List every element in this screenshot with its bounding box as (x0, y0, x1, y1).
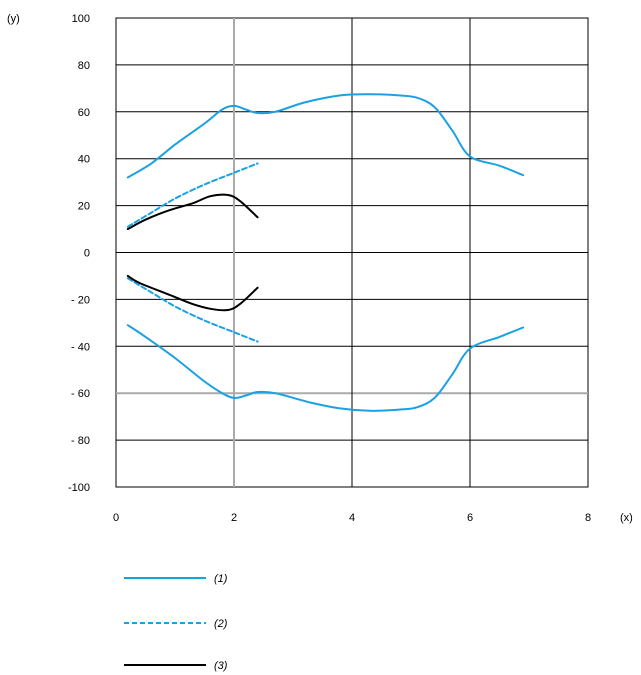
grid-layer (115, 17, 589, 488)
legend-label-2: (2) (214, 618, 228, 630)
legend: (1) (2) (3) (124, 573, 228, 672)
series-layer (126, 93, 525, 412)
x-tick-label: 2 (231, 512, 237, 524)
series-2-upper-line (126, 162, 259, 228)
y-tick-label: 80 (78, 60, 90, 72)
y-tick-label: -100 (68, 482, 90, 494)
y-tick-label: 0 (84, 248, 90, 260)
x-tick-label: 6 (467, 512, 473, 524)
y-tick-label: 100 (72, 13, 90, 25)
x-tick-label: 8 (585, 512, 591, 524)
series-1-upper-line (126, 93, 525, 179)
y-tick-label: 40 (78, 154, 90, 166)
y-tick-label: - 40 (71, 341, 90, 353)
legend-label-3: (3) (214, 660, 228, 672)
y-axis-label: (y) (7, 13, 20, 25)
y-tick-label: - 20 (71, 294, 90, 306)
series-3-lower-line (126, 274, 259, 312)
ticks-layer: 100 80 60 40 20 0 - 20 - 40 - 60 - 80 -100 0 2 4 6 8 (68, 13, 591, 524)
x-tick-label: 0 (113, 512, 119, 524)
y-tick-label: 60 (78, 107, 90, 119)
y-tick-label: - 60 (71, 388, 90, 400)
x-axis-label: (x) (620, 512, 633, 524)
y-tick-label: 20 (78, 201, 90, 213)
legend-label-1: (1) (214, 573, 228, 585)
series-3-upper-line (126, 193, 259, 230)
x-tick-label: 4 (349, 512, 355, 524)
series-2-lower-line (126, 277, 259, 343)
series-1-lower-line (126, 324, 525, 412)
y-tick-label: - 80 (71, 435, 90, 447)
